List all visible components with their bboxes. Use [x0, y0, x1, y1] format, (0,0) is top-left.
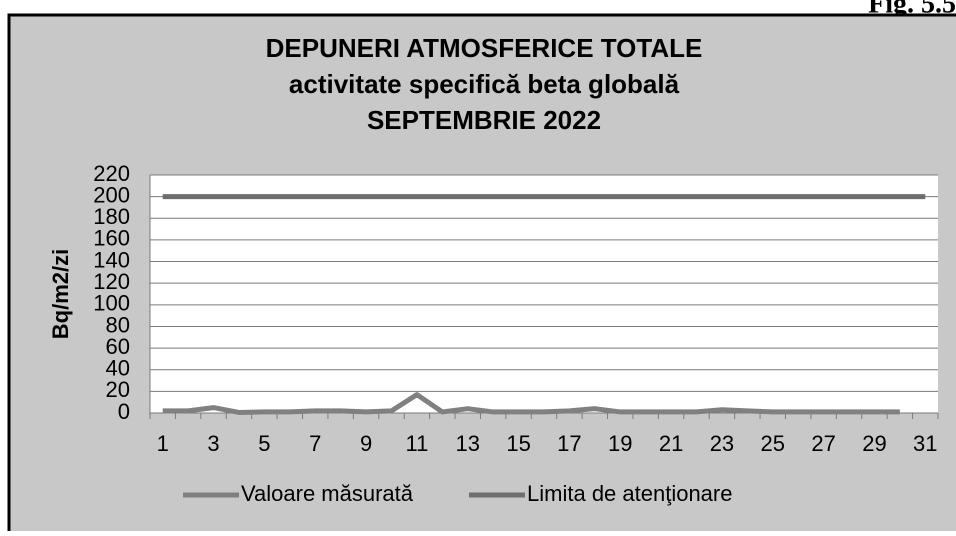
chart-title: activitate specifică beta globală	[289, 69, 680, 99]
y-tick-label: 140	[93, 247, 130, 272]
y-tick-label: 160	[93, 226, 130, 251]
y-tick-label: 100	[93, 291, 130, 316]
x-tick-label: 25	[761, 431, 785, 456]
x-tick-label: 5	[258, 431, 270, 456]
y-tick-label: 200	[93, 182, 130, 207]
y-tick-label: 180	[93, 204, 130, 229]
x-tick-label: 21	[659, 431, 683, 456]
x-tick-label: 3	[207, 431, 219, 456]
x-tick-label: 15	[506, 431, 530, 456]
legend-label: Limita de atenţionare	[527, 481, 732, 506]
x-tick-label: 7	[309, 431, 321, 456]
y-tick-label: 60	[106, 334, 130, 359]
x-tick-label: 23	[710, 431, 734, 456]
plot-area	[150, 175, 938, 413]
chart-title: DEPUNERI ATMOSFERICE TOTALE	[266, 33, 703, 63]
data-line	[162, 392, 900, 415]
x-tick-label: 29	[862, 431, 886, 456]
x-tick-label: 17	[557, 431, 581, 456]
y-tick-label: 220	[93, 161, 130, 186]
x-tick-label: 19	[608, 431, 632, 456]
y-tick-label: 20	[106, 377, 130, 402]
y-tick-label: 80	[106, 312, 130, 337]
x-tick-label: 1	[157, 431, 169, 456]
x-tick-label: 9	[360, 431, 372, 456]
x-tick-label: 13	[455, 431, 479, 456]
x-tick-label: 27	[811, 431, 835, 456]
legend-label: Valoare măsurată	[241, 481, 414, 506]
y-axis-label: Bq/m2/zi	[48, 249, 73, 339]
y-tick-label: 120	[93, 269, 130, 294]
y-tick-label: 0	[118, 399, 130, 424]
x-tick-label: 11	[405, 431, 428, 456]
y-tick-label: 40	[106, 356, 130, 381]
x-tick-label: 31	[913, 431, 937, 456]
chart-title: SEPTEMBRIE 2022	[367, 105, 601, 135]
